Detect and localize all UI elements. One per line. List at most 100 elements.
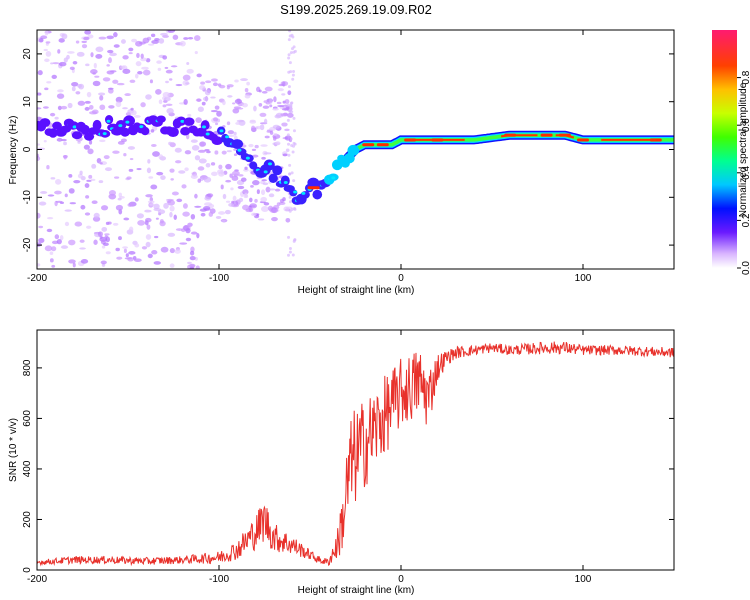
- spectrogram-noise-blob: [166, 108, 174, 115]
- spectrogram-noise-blob: [246, 81, 250, 86]
- spectrogram-noise-blob: [95, 54, 103, 59]
- spectrogram-noise-blob: [83, 144, 90, 150]
- spectrogram-noise-blob: [189, 250, 195, 256]
- ridge-blob-core: [219, 129, 224, 133]
- spectrogram-noise-blob: [93, 62, 97, 69]
- spectrogram-noise-blob: [49, 112, 56, 117]
- spectrogram-noise-blob: [191, 145, 200, 151]
- spectrogram-noise-blob: [248, 207, 254, 213]
- spectrogram-noise-blob: [89, 111, 98, 115]
- ridge-blob: [83, 132, 95, 141]
- spectrogram-noise-blob: [287, 142, 291, 146]
- spectrogram-noise-blob: [225, 200, 231, 203]
- spectrogram-noise-blob: [204, 196, 212, 201]
- ridge-blob: [123, 115, 135, 127]
- spectrogram-noise-blob: [79, 170, 83, 175]
- spectrogram-noise-blob: [38, 225, 44, 229]
- spectrogram-noise-blob: [116, 256, 123, 260]
- spectrogram-x-label: Height of straight line (km): [298, 285, 415, 296]
- spectrogram-noise-blob: [156, 60, 162, 64]
- spectrogram-noise-blob: [216, 110, 222, 117]
- spectrogram-noise-blob: [136, 52, 140, 58]
- spectrogram-noise-blob: [60, 105, 68, 110]
- spectrogram-noise-blob: [187, 36, 194, 40]
- spectrogram-noise-blob: [240, 177, 247, 182]
- spectrogram-noise-blob: [87, 148, 94, 155]
- ridge-blob: [200, 120, 210, 131]
- spectrogram-noise-blob: [46, 217, 54, 220]
- spectrogram-noise-blob: [259, 112, 267, 117]
- spectrogram-noise-blob: [68, 188, 75, 194]
- spectrogram-noise-blob: [84, 212, 91, 216]
- spectrogram-noise-blob: [102, 242, 109, 247]
- spectrogram-noise-blob: [242, 204, 250, 211]
- spectrogram-noise-blob: [74, 221, 83, 227]
- spectrogram-noise-blob: [57, 49, 61, 54]
- spectrogram-noise-blob: [115, 96, 123, 103]
- spectrogram-noise-blob: [146, 167, 152, 174]
- ridge-blob: [183, 117, 195, 126]
- spectrogram-noise-blob: [281, 108, 290, 111]
- spectrogram-noise-blob: [288, 200, 292, 204]
- spectrogram-noise-blob: [288, 172, 292, 176]
- spectrogram-noise-blob: [291, 150, 295, 154]
- spectrogram-noise-blob: [261, 91, 268, 94]
- ridge-blob: [39, 118, 51, 127]
- spectrogram-noise-blob: [45, 51, 52, 57]
- spectrogram-noise-blob: [288, 250, 292, 254]
- ridge-blob-core: [72, 125, 77, 129]
- spectrogram-noise-blob: [200, 81, 206, 85]
- ridge-blob: [312, 189, 323, 200]
- ridge-blob-core: [245, 156, 250, 160]
- spectrogram-noise-blob: [293, 238, 297, 242]
- spectrogram-noise-blob: [287, 38, 291, 42]
- spectrogram-noise-blob: [80, 259, 89, 264]
- spectrogram-noise-blob: [98, 180, 104, 184]
- spectrogram-noise-blob: [232, 195, 237, 202]
- spectrogram-noise-blob: [38, 37, 44, 43]
- spectrogram-xtick-label: 0: [398, 273, 404, 284]
- snr-line: [37, 341, 674, 567]
- spectrogram-noise-blob: [272, 124, 281, 129]
- spectrogram-noise-blob: [49, 258, 54, 263]
- spectrogram-noise-blob: [107, 49, 114, 54]
- spectrogram-noise-blob: [128, 52, 133, 55]
- spectrogram-noise-blob: [210, 78, 218, 82]
- spectrogram-noise-blob: [237, 185, 245, 190]
- ridge-blob-core: [180, 119, 185, 123]
- spectrogram-noise-blob: [160, 246, 169, 253]
- spectrogram-noise-blob: [206, 150, 211, 154]
- spectrogram-noise-blob: [198, 158, 207, 164]
- spectrogram-noise-blob: [174, 249, 181, 254]
- spectrogram-noise-blob: [106, 64, 110, 67]
- spectrogram-noise-blob: [90, 52, 94, 58]
- spectrogram-noise-blob: [145, 234, 152, 240]
- snr-y-axis: 0 200 400 600 800: [22, 359, 674, 573]
- spectrogram-noise-blob: [292, 116, 296, 120]
- ridge-blob-core: [268, 162, 273, 166]
- spectrogram-noise-blob: [292, 141, 296, 145]
- spectrogram-noise-blob: [130, 107, 134, 111]
- spectrogram-noise-blob: [169, 205, 175, 212]
- spectrogram-noise-blob: [255, 125, 263, 130]
- snr-x-axis: -200 -100 0 100: [27, 330, 592, 585]
- spectrogram-noise-blob: [249, 197, 253, 203]
- ridge-peak: [540, 133, 553, 137]
- spectrogram-noise-blob: [215, 215, 222, 219]
- spectrogram-noise-blob: [251, 148, 257, 152]
- spectrogram-noise-blob: [131, 38, 138, 43]
- spectrogram-noise-blob: [127, 203, 134, 207]
- spectrogram-noise-blob: [55, 179, 62, 185]
- ridge-blob-core: [263, 170, 268, 174]
- snr-xtick-label: -200: [27, 574, 47, 585]
- spectrogram-noise-blob: [290, 208, 294, 212]
- spectrogram-noise-blob: [276, 202, 281, 207]
- spectrogram-noise-blob: [256, 189, 260, 195]
- spectrogram-noise-blob: [91, 200, 98, 205]
- spectrogram-noise-blob: [115, 101, 122, 108]
- spectrogram-noise-blob: [285, 217, 291, 223]
- spectrogram-noise-blob: [163, 202, 169, 209]
- spectrogram-noise-blob: [129, 79, 136, 83]
- spectrogram-noise-blob: [272, 107, 279, 111]
- spectrogram-noise-blob: [107, 87, 114, 90]
